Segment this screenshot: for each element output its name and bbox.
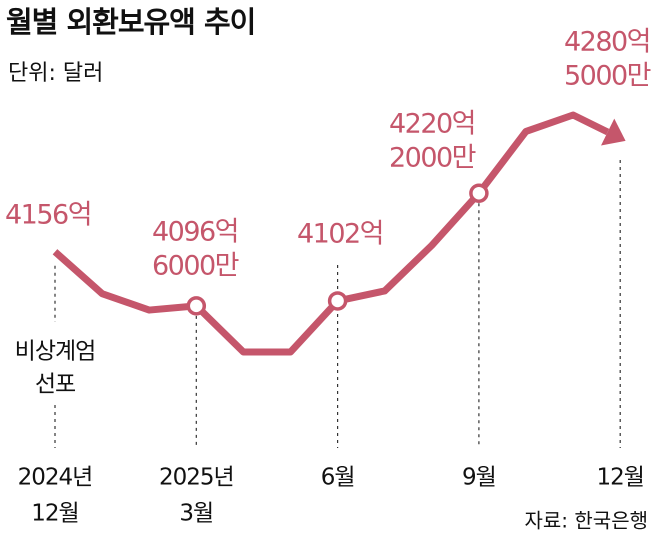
x-tick-label: 2025년 [159, 465, 234, 491]
chart-subtitle: 단위: 달러 [8, 61, 103, 86]
x-tick-label: 12월 [31, 501, 78, 527]
value-label: 4220억 [389, 109, 475, 140]
point-marker [469, 183, 489, 203]
x-tick-label: 6월 [321, 465, 355, 491]
source: 자료: 한국은행 [525, 509, 649, 533]
value-label: 4280억 [564, 27, 650, 58]
arrow-head [601, 118, 626, 146]
point-marker [327, 291, 348, 311]
x-tick-label: 3월 [179, 501, 213, 527]
x-tick-label: 2024년 [18, 465, 93, 491]
annotation: 비상계엄 [15, 339, 96, 365]
x-tick-label: 12월 [596, 465, 643, 491]
chart-title: 월별 외환보유액 추이 [6, 5, 255, 39]
value-label: 2000만 [389, 143, 476, 174]
annotation: 선포 [35, 372, 75, 398]
point-marker [186, 296, 207, 316]
value-label: 5000만 [564, 61, 651, 92]
x-tick-label: 9월 [462, 465, 496, 491]
value-label: 4156억 [5, 200, 91, 231]
value-label: 4102억 [297, 219, 383, 250]
value-label: 4096억 [152, 217, 238, 248]
value-label: 6000만 [152, 251, 239, 282]
